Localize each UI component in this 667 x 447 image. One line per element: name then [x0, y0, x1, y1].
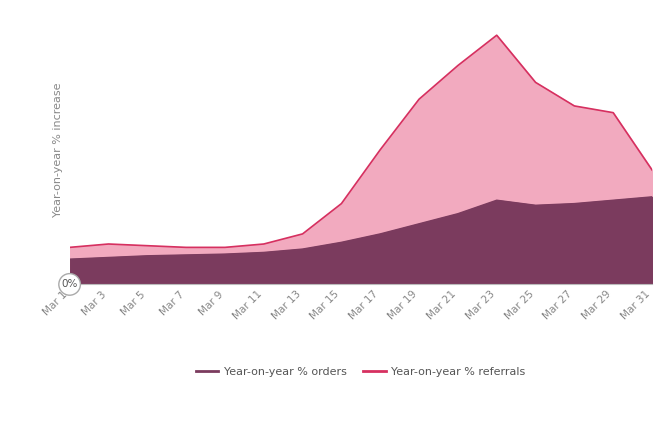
Text: 0%: 0% [61, 279, 78, 289]
Legend: Year-on-year % orders, Year-on-year % referrals: Year-on-year % orders, Year-on-year % re… [191, 363, 530, 381]
Y-axis label: Year-on-year % increase: Year-on-year % increase [53, 82, 63, 217]
